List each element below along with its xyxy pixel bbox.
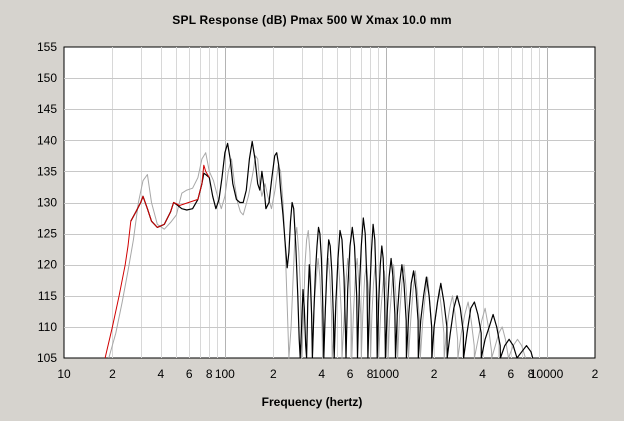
y-tick-label: 145 — [37, 102, 57, 116]
x-axis-label: Frequency (hertz) — [261, 395, 363, 409]
x-tick-label: 8 — [367, 367, 374, 381]
y-tick-labels: 105 110 115 120 125 130 135 140 145 150 155 — [37, 40, 57, 365]
x-tick-label: 1000 — [372, 367, 399, 381]
x-tick-label: 8 — [528, 367, 535, 381]
y-tick-label: 120 — [37, 258, 57, 272]
series-line-2 — [130, 140, 534, 359]
series-line-3 — [104, 164, 210, 359]
y-tick-label: 105 — [37, 351, 57, 365]
x-tick-label: 4 — [318, 367, 325, 381]
x-tick-label: 4 — [158, 367, 165, 381]
x-tick-label: 6 — [347, 367, 354, 381]
x-tick-label: 10000 — [530, 367, 564, 381]
y-tick-label: 130 — [37, 196, 57, 210]
x-tick-label: 2 — [270, 367, 277, 381]
y-tick-label: 155 — [37, 40, 57, 54]
x-tick-label: 10 — [57, 367, 71, 381]
y-tick-label: 140 — [37, 133, 57, 147]
x-tick-label: 2 — [592, 367, 599, 381]
x-tick-label: 8 — [206, 367, 213, 381]
x-tick-label: 6 — [186, 367, 193, 381]
y-tick-label: 110 — [38, 320, 57, 334]
x-tick-label: 100 — [215, 367, 235, 381]
y-tick-label: 115 — [38, 289, 57, 303]
x-tick-label: 4 — [479, 367, 486, 381]
y-tick-label: 135 — [37, 164, 57, 178]
plot-area — [63, 46, 596, 359]
x-tick-label: 2 — [431, 367, 438, 381]
chart-title: SPL Response (dB) Pmax 500 W Xmax 10.0 m… — [172, 13, 452, 27]
x-tick-label: 6 — [508, 367, 515, 381]
x-tick-label: 2 — [109, 367, 116, 381]
y-tick-label: 125 — [37, 227, 57, 241]
series-layer — [104, 140, 534, 359]
y-tick-label: 150 — [37, 71, 57, 85]
series-line-1 — [108, 152, 526, 359]
